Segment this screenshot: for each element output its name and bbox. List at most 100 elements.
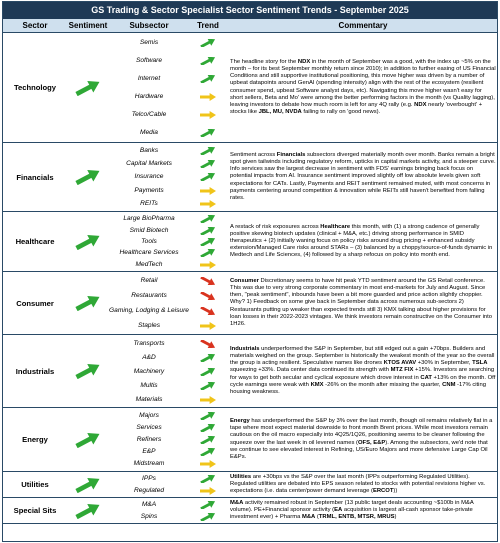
subsector-list: IPPs Regulated	[109, 472, 189, 497]
subsector-list: M&A Spins	[109, 498, 189, 523]
commentary-text: Utilities	[230, 473, 252, 480]
trend-arrow-icon	[200, 146, 216, 157]
trend-arrow-icon	[200, 353, 216, 363]
trend-arrow-icon	[200, 159, 216, 170]
trend-cell	[198, 237, 218, 247]
subsector-name: Healthcare Services	[119, 249, 179, 257]
sentiment-arrow-icon	[75, 364, 100, 379]
trend-cell	[198, 110, 218, 119]
commentary-text: EA	[334, 506, 343, 513]
commentary-text: (	[315, 514, 319, 521]
trend-cell	[198, 159, 218, 170]
trend-cell	[198, 260, 218, 269]
subsector-name: Payments	[134, 186, 164, 194]
subsector-name: Regulated	[133, 486, 165, 494]
subsector-name: Retail	[140, 277, 158, 284]
sector-row: Technology Semis Software Internet Hardware T…	[3, 33, 497, 143]
sentiment-cell	[67, 408, 109, 471]
sentiment-cell	[67, 143, 109, 211]
trend-cell	[198, 486, 218, 495]
trend-arrow-icon	[200, 435, 216, 445]
trend-cell	[198, 186, 218, 195]
subsector-name: Hardware	[134, 92, 164, 100]
trend-arrow-icon	[200, 249, 216, 259]
commentary-text: has underperformed the S&P by 3% over th…	[230, 418, 493, 446]
trend-list	[189, 143, 227, 211]
table-body: Technology Semis Software Internet Hardware T…	[3, 33, 497, 524]
trend-cell	[198, 248, 218, 259]
header-sector: Sector	[22, 21, 48, 30]
trend-arrow-icon	[200, 486, 216, 495]
trend-list	[189, 33, 227, 142]
sentiment-cell	[67, 212, 109, 271]
commentary-text: acquisition is largest all-cash sponsor …	[230, 506, 473, 521]
trend-arrow-icon	[200, 226, 216, 236]
subsector-name: Gaming, Lodging & Leisure	[109, 307, 189, 314]
commentary-text: MTZ FIX	[390, 367, 414, 374]
sector-row: Utilities IPPs Regulated Utilities are +30b…	[3, 472, 497, 498]
trend-cell	[198, 338, 218, 348]
commentary-cell: Consumer Discretionary seems to have hit…	[227, 272, 499, 334]
commentary-text: The headline story for the	[230, 59, 298, 66]
trend-cell	[198, 411, 218, 421]
trend-arrow-icon	[200, 39, 216, 49]
commentary-text: +13% on the month. Off cycle earnings we…	[230, 374, 496, 388]
trend-cell	[198, 226, 218, 236]
sentiment-arrow-icon	[75, 432, 100, 448]
trend-cell	[198, 38, 218, 49]
commentary-text: Sentiment across	[230, 152, 277, 159]
sector-name: Financials	[16, 172, 54, 182]
trend-arrow-icon	[200, 500, 216, 511]
commentary-text: OFS, E&P	[357, 439, 386, 446]
commentary-text: activity remained robust in September (1…	[230, 499, 474, 513]
subsector-list: Large BioPharma Smid Biotech Tools Healthca…	[109, 212, 189, 271]
trend-cell	[198, 423, 218, 433]
trend-cell	[198, 275, 218, 286]
commentary-text: are +30bps vs the S&P over the last mont…	[230, 473, 486, 495]
commentary-text: M&A	[301, 514, 316, 521]
sector-row: Consumer Retail Restaurants Gaming, Lodging…	[3, 272, 497, 335]
trend-arrow-icon	[200, 367, 216, 377]
subsector-name: Large BioPharma	[123, 215, 175, 223]
trend-list	[189, 408, 227, 471]
trend-arrow-icon	[200, 322, 216, 330]
trend-arrow-icon	[200, 381, 216, 391]
subsector-list: Semis Software Internet Hardware Telco/Cable…	[109, 33, 189, 142]
trend-arrow-icon	[200, 290, 216, 301]
commentary-cell: Sentiment across Financials subsectors d…	[227, 143, 499, 211]
trend-arrow-icon	[200, 305, 216, 316]
header-sentiment: Sentiment	[68, 21, 108, 30]
trend-cell	[198, 381, 218, 391]
trend-arrow-icon	[200, 338, 216, 348]
trend-cell	[198, 146, 218, 157]
subsector-name: Majors	[139, 411, 159, 419]
commentary-text: +30% in September,	[416, 360, 473, 367]
sector-name: Energy	[22, 435, 48, 444]
commentary-text: squeezing +33%. Data center data continu…	[230, 367, 391, 374]
trend-arrow-icon	[200, 447, 216, 458]
commentary-text: underperformed the S&P in September, but…	[230, 346, 495, 367]
subsector-name: M&A	[141, 501, 157, 509]
sentiment-arrow-icon	[75, 477, 100, 493]
subsector-name: Media	[140, 128, 158, 136]
commentary-text: +15%. Investors are searching for ways t…	[230, 367, 495, 381]
header-trend: Trend	[197, 21, 219, 30]
trend-arrow-icon	[200, 260, 216, 269]
header-commentary: Commentary	[338, 21, 388, 30]
commentary-cell: Industrials underperformed the S&P in Se…	[227, 335, 499, 407]
trend-cell	[198, 447, 218, 458]
trend-cell	[198, 290, 218, 301]
trend-cell	[198, 172, 218, 183]
subsector-name: Semis	[139, 39, 159, 47]
subsector-name: Multis	[140, 381, 158, 389]
trend-arrow-icon	[200, 128, 216, 138]
subsector-name: Software	[135, 57, 163, 65]
trend-cell	[198, 128, 218, 138]
commentary-text: ). Among the subsectors, we'd note that …	[230, 439, 488, 460]
commentary-cell: A restack of risk exposures across Healt…	[227, 212, 499, 271]
subsector-name: Refiners	[136, 435, 162, 443]
trend-arrow-icon	[200, 110, 216, 119]
trend-arrow-icon	[200, 74, 216, 85]
trend-cell	[198, 321, 218, 330]
sector-row: Financials Banks Capital Markets Insurance P…	[3, 143, 497, 212]
